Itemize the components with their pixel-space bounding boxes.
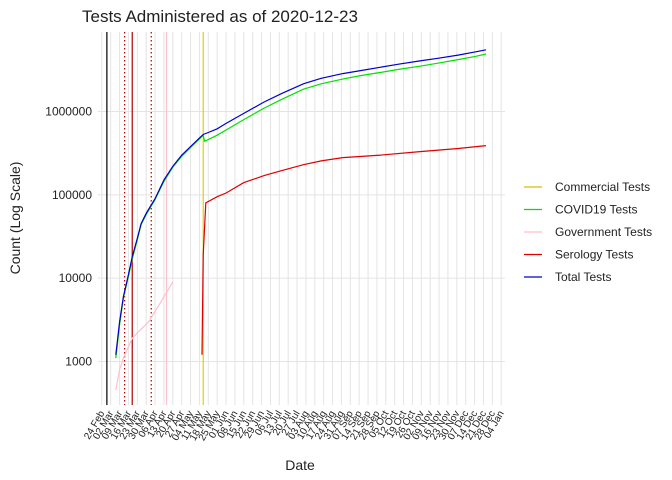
series-line xyxy=(115,49,487,355)
series-line xyxy=(115,281,174,391)
y-tick-label: 10000 xyxy=(59,271,93,285)
x-axis-title: Date xyxy=(285,457,315,473)
y-tick-label: 100000 xyxy=(52,188,92,202)
y-tick-label: 1000000 xyxy=(45,105,92,119)
legend-label: Government Tests xyxy=(555,225,652,239)
legend-label: COVID19 Tests xyxy=(555,203,637,217)
chart-title: Tests Administered as of 2020-12-23 xyxy=(82,7,358,26)
y-axis-title: Count (Log Scale) xyxy=(7,162,23,275)
legend-label: Commercial Tests xyxy=(555,180,650,194)
legend-label: Total Tests xyxy=(555,270,611,284)
y-tick-label: 1000 xyxy=(65,354,92,368)
series-line xyxy=(201,145,487,355)
legend-label: Serology Tests xyxy=(555,248,634,262)
